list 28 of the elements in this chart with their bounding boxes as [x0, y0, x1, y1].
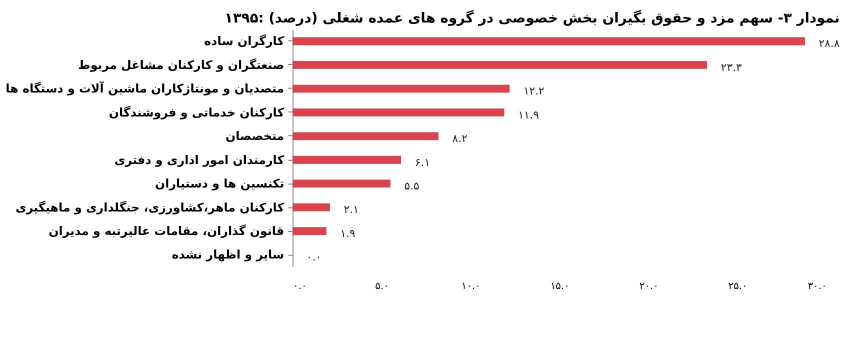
data-label: ۲.۱ [344, 203, 359, 216]
x-tick-label: ۱۵.۰ [550, 280, 570, 292]
x-tick-label: ۰.۰ [293, 280, 307, 292]
y-tick-label: قانون گذاران، مقامات عالیرتبه و مدیران [48, 224, 284, 238]
data-label: ۲۸.۸ [818, 37, 840, 50]
y-tick-label: سایر و اظهار نشده [172, 248, 284, 262]
data-label: ۰.۰ [306, 250, 322, 264]
y-tick-label: کارکنان خدماتی و فروشندگان [108, 105, 284, 120]
data-label: ۸.۲ [452, 132, 468, 146]
x-tick-label: ۵.۰ [375, 280, 389, 292]
data-label: ۲۳.۳ [720, 60, 742, 74]
y-tick-label: تکنسین ها و دستیاران [155, 176, 284, 191]
x-tick-label: ۳۰.۰ [808, 280, 827, 292]
y-tick-label: متخصصان [225, 129, 284, 144]
data-label: ۶.۱ [414, 156, 430, 169]
y-tick-label: کارمندان امور اداری و دفتری [114, 152, 284, 167]
data-label: ۵.۵ [404, 180, 420, 193]
x-tick-label: ۲۵.۰ [728, 280, 748, 292]
x-tick-label: ۱۰.۰ [461, 280, 480, 292]
y-tick-label: متصدیان و مونتاژکاران ماشین آلات و دستگاه ها [6, 80, 284, 96]
data-label: ۱۲.۲ [523, 84, 545, 98]
y-tick-label: کارگران ساده [204, 34, 284, 48]
y-tick-label: صنعتگران و کارکنان مشاغل مربوط [78, 58, 284, 72]
y-tick-label: کارکنان ماهر،کشاورزی، جنگلداری و ماهیگیری [15, 200, 284, 214]
chart-title: نمودار ۳- سهم مزد و حقوق بگیران بخش خصوصی در گروه های عمده شغلی (درصد) :۱۳۹۵ [224, 9, 840, 26]
x-tick-label: ۲۰.۰ [639, 280, 658, 292]
data-label: ۱.۹ [340, 226, 356, 240]
data-label: ۱۱.۹ [518, 108, 540, 122]
